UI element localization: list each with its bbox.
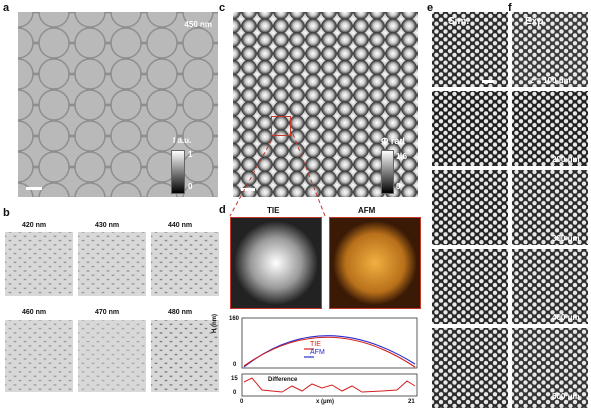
panel-c-label: c: [219, 2, 226, 14]
panel-b-tile-420: [5, 232, 73, 296]
panel-a-cb-min: 0: [188, 182, 193, 191]
panel-c-colorbar-unit: Φ rad: [381, 136, 405, 146]
panel-a-label: a: [3, 2, 10, 14]
panel-b-tile-460: [5, 320, 73, 392]
panel-a-colorbar: [171, 150, 185, 194]
ytick-top-min: 0: [233, 362, 237, 368]
panel-a-pattern: [18, 12, 218, 197]
panel-b-size-440: 440 nm: [168, 222, 193, 229]
panel-b-label: b: [3, 207, 10, 219]
panel-b-tile-470: [78, 320, 146, 392]
difference-curve: [243, 377, 416, 393]
panel-c-image: Φ rad 1.6 0: [233, 12, 418, 197]
y-axis-label: H (nm): [212, 314, 218, 333]
panel-a-size-label: 450 nm: [184, 20, 212, 29]
panel-a-image: 450 nm I a.u. 1 0: [18, 12, 218, 197]
legend-afm: AFM: [310, 349, 325, 356]
panel-b-tile-440: [151, 232, 219, 296]
panel-d-tie-image: [230, 217, 322, 309]
panel-d-tie-title: TIE: [267, 206, 280, 215]
panel-f-label: f: [508, 2, 512, 14]
tie-curve: [243, 336, 416, 368]
panel-b-size-470: 470 nm: [95, 309, 120, 316]
difference-label: Difference: [268, 377, 298, 383]
panel-c-cb-max: 1.6: [396, 152, 408, 161]
ytick-bot-min: 0: [233, 390, 237, 396]
z-label-300: 300 μm: [552, 234, 580, 243]
panel-c-cb-min: 0: [396, 182, 401, 191]
z-label-500: 500 μm: [552, 392, 580, 401]
z-label-400: 400 μm: [552, 313, 580, 322]
panel-f-title: Exp.: [525, 16, 547, 27]
panel-b-tile-430: [78, 232, 146, 296]
watermark: @ 大量数据: [8, 395, 56, 405]
panel-e-label: e: [427, 2, 434, 14]
panel-b-size-430: 430 nm: [95, 222, 120, 229]
panel-d-profile-plot: [241, 317, 418, 397]
panel-c-zoom-box: [271, 116, 291, 136]
z-label-200: 200 μm: [552, 155, 580, 164]
xtick-min: 0: [240, 399, 244, 405]
panel-d-afm-title: AFM: [358, 206, 376, 215]
x-axis-label: x (μm): [316, 399, 335, 405]
panel-b-size-480: 480 nm: [168, 309, 193, 316]
xtick-max: 21: [408, 399, 415, 405]
panel-a-cb-max: 1: [188, 150, 193, 159]
panel-d-afm-image: [329, 217, 421, 309]
zoom-connector-lines: [229, 133, 326, 217]
panel-b-size-460: 460 nm: [22, 309, 47, 316]
panel-a-scalebar: [26, 187, 42, 190]
ytick-top-max: 160: [229, 316, 240, 322]
panel-c-scalebar: [241, 188, 255, 191]
panel-d-label: d: [219, 204, 226, 216]
panel-b-size-420: 420 nm: [22, 222, 47, 229]
panel-a-colorbar-unit: I a.u.: [173, 136, 192, 145]
panel-e-title: Sim.: [448, 16, 470, 27]
panel-c-colorbar: [381, 150, 394, 194]
panel-b-tile-480: [151, 320, 219, 392]
z-label-100: z = 100 μm: [530, 76, 571, 85]
panel-e-tiles: [432, 12, 508, 408]
ytick-bot-max: 15: [231, 376, 238, 382]
panel-f-tiles: [512, 12, 588, 408]
legend-tie: TIE: [310, 341, 321, 348]
